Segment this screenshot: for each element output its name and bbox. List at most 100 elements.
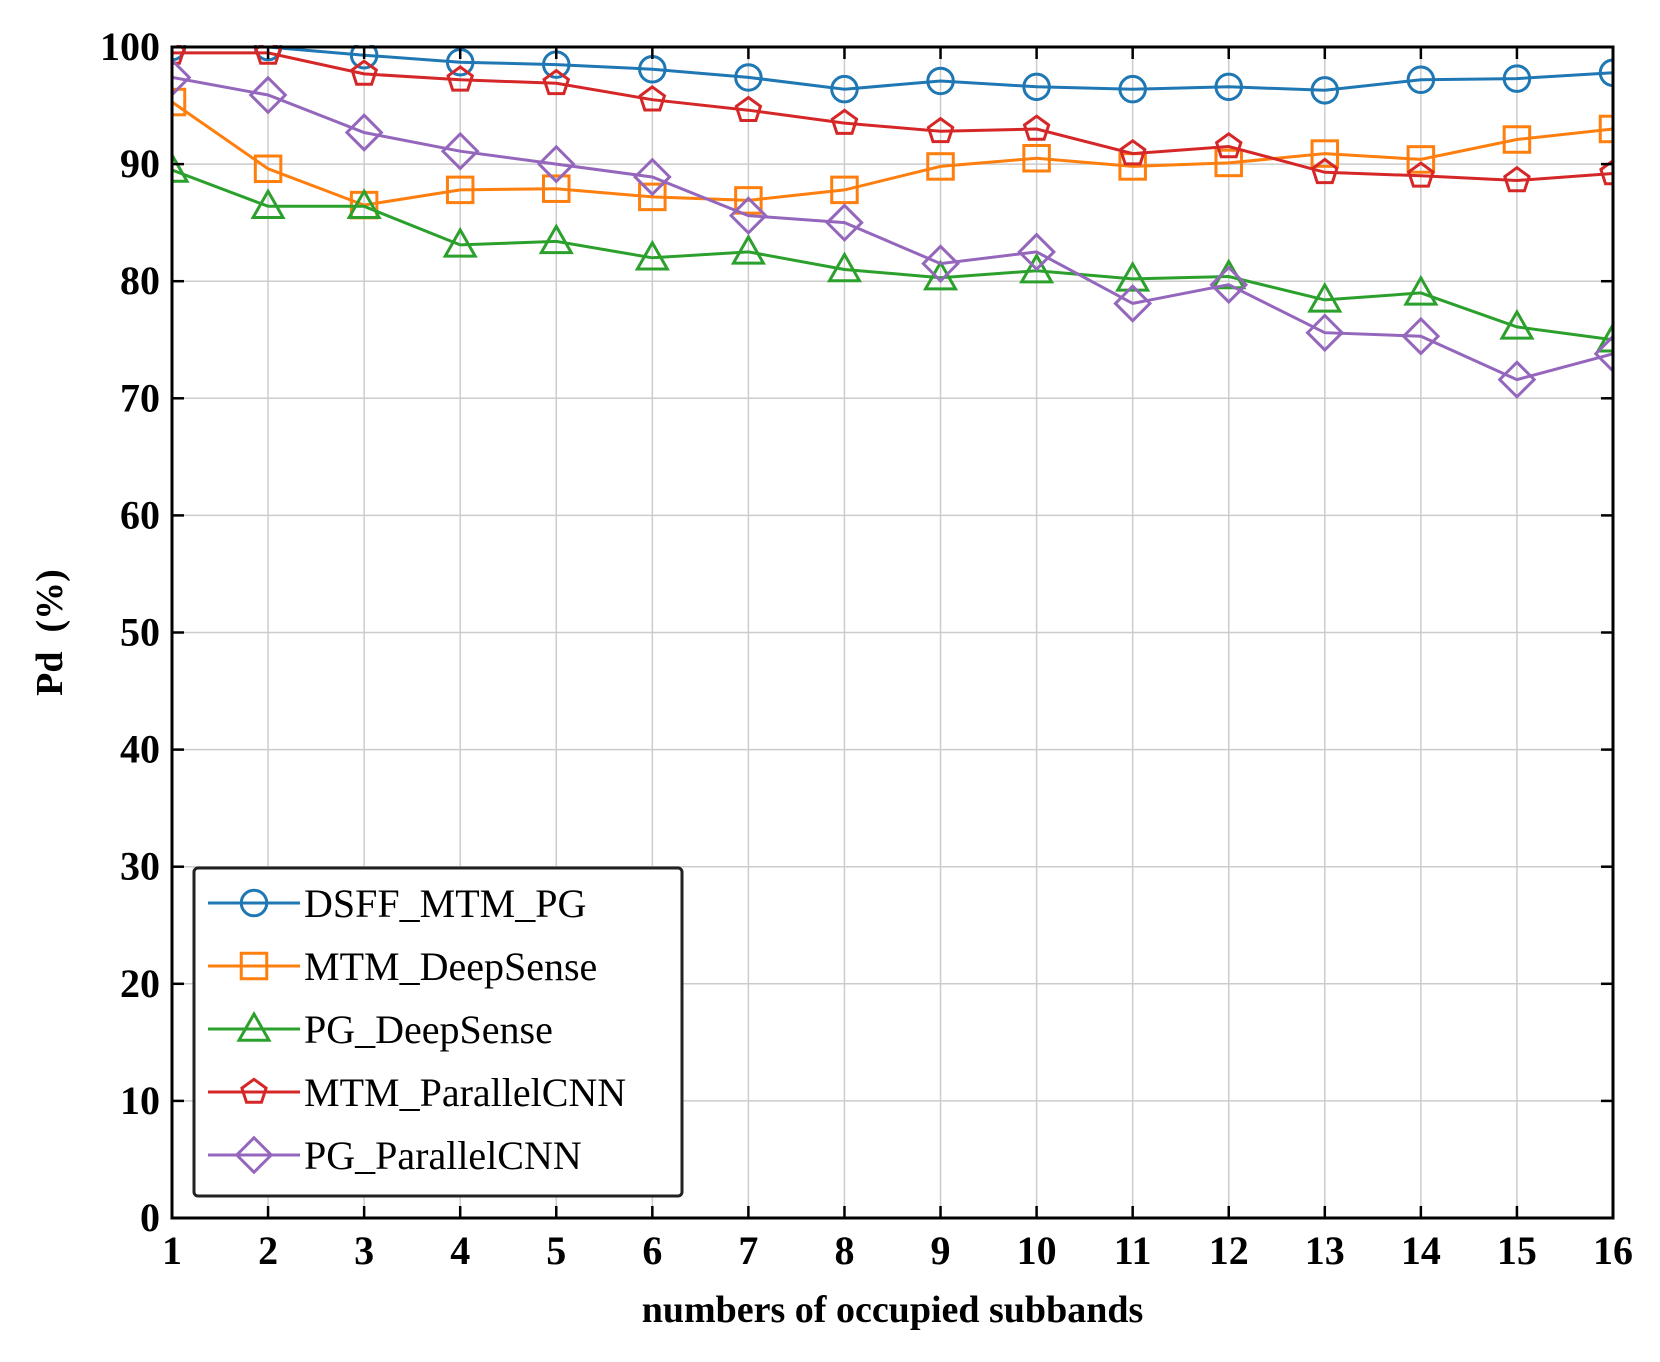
series-point [1310,76,1340,105]
series-point [638,85,667,112]
series-point [1406,161,1435,188]
legend: DSFF_MTM_PG MTM_DeepSense PG_DeepSense MTM_… [192,866,684,1198]
series-point [445,175,475,205]
y-tick-label: 40 [120,727,160,772]
x-tick-label: 11 [1114,1228,1152,1273]
x-tick-label: 4 [450,1228,470,1273]
y-tick-label: 50 [120,610,160,655]
series-point [734,186,763,215]
series-point [1593,334,1613,374]
x-tick-label: 7 [738,1228,758,1273]
series-point [1403,274,1439,306]
series-point [172,87,187,117]
series-point [730,233,766,265]
series-point [830,74,859,104]
legend-label: MTM_DeepSense [304,944,597,989]
series-point [1022,143,1051,173]
y-tick-label: 0 [140,1195,160,1240]
legend-label: PG_DeepSense [304,1007,553,1052]
x-tick-label: 13 [1305,1228,1345,1273]
series-point [350,59,379,86]
legend-item: PG_ParallelCNN [208,1133,582,1178]
legend-label: DSFF_MTM_PG [304,881,586,926]
plot-series [172,45,1613,399]
series-point [1113,284,1153,323]
series-point [1598,58,1613,88]
series-point [825,203,864,243]
series-point [542,174,571,203]
series-point [1214,131,1243,159]
series-point [926,66,955,96]
series-point [734,63,763,92]
series-point [634,239,670,271]
series-point [538,223,574,255]
series-point [349,45,379,70]
series-point [921,244,960,284]
axis-ticks [170,45,1615,1220]
series-point [632,157,672,197]
series-point [734,95,763,122]
series-point [1599,158,1613,186]
series-point [638,182,667,212]
series-point [1019,252,1055,284]
series-PG_ParallelCNN [172,58,1613,399]
series-point [172,58,192,97]
series-point [729,196,768,235]
series-point [830,108,859,135]
legend-marker [239,951,269,981]
series-point [172,151,190,183]
series-point [346,188,382,220]
y-tick-label: 60 [120,492,160,537]
series-point [250,188,286,220]
x-tick-label: 3 [354,1228,374,1273]
x-tick-label: 8 [834,1228,854,1273]
legend-label: PG_ParallelCNN [304,1133,582,1178]
legend-item: PG_DeepSense [208,1007,553,1052]
legend-box [192,866,684,1198]
series-point [830,175,859,205]
series-line [172,51,1613,183]
legend-marker [234,1135,274,1175]
series-point [826,251,863,283]
series-point [1502,64,1532,93]
series-MTM_ParallelCNN [172,45,1613,193]
legend-item: DSFF_MTM_PG [208,881,586,926]
series-point [1214,148,1243,178]
x-tick-label: 9 [931,1228,951,1273]
series-point [1401,316,1441,356]
series-point [442,226,478,258]
legend-item: MTM_DeepSense [208,944,597,989]
series-point [1503,165,1531,193]
x-axis-title: numbers of occupied subbands [642,1289,1144,1331]
series-line [172,45,1613,92]
series-point [1214,72,1243,102]
x-tick-label: 14 [1401,1228,1441,1273]
x-tick-label: 15 [1497,1228,1537,1273]
x-tick-label: 6 [642,1228,662,1273]
series-point [1307,281,1343,313]
y-tick-label: 10 [120,1078,160,1123]
series-point [1209,265,1249,305]
series-point [926,116,955,144]
series-point [1310,157,1339,185]
tick-labels: 1 2 3 4 5 6 7 8 9 10 11 12 13 14 15 1601020304050607080… [100,24,1633,1273]
series-point [1115,260,1151,292]
series-point [1406,65,1436,95]
series-point [446,65,475,92]
series-point [1305,313,1345,353]
series-point [1118,138,1147,166]
series-MTM_DeepSense [172,87,1613,220]
series-line [172,100,1613,207]
legend-item: MTM_ParallelCNN [208,1070,626,1115]
series-point [1598,114,1613,144]
series-point [1595,321,1613,353]
series-point [1497,360,1537,399]
series-DSFF_MTM_PG [172,45,1613,105]
series-point [440,131,480,171]
series-point [1017,232,1056,272]
series-point [922,259,959,291]
legend-marker [240,1077,268,1104]
x-tick-label: 2 [258,1228,278,1273]
y-tick-label: 100 [100,24,160,69]
